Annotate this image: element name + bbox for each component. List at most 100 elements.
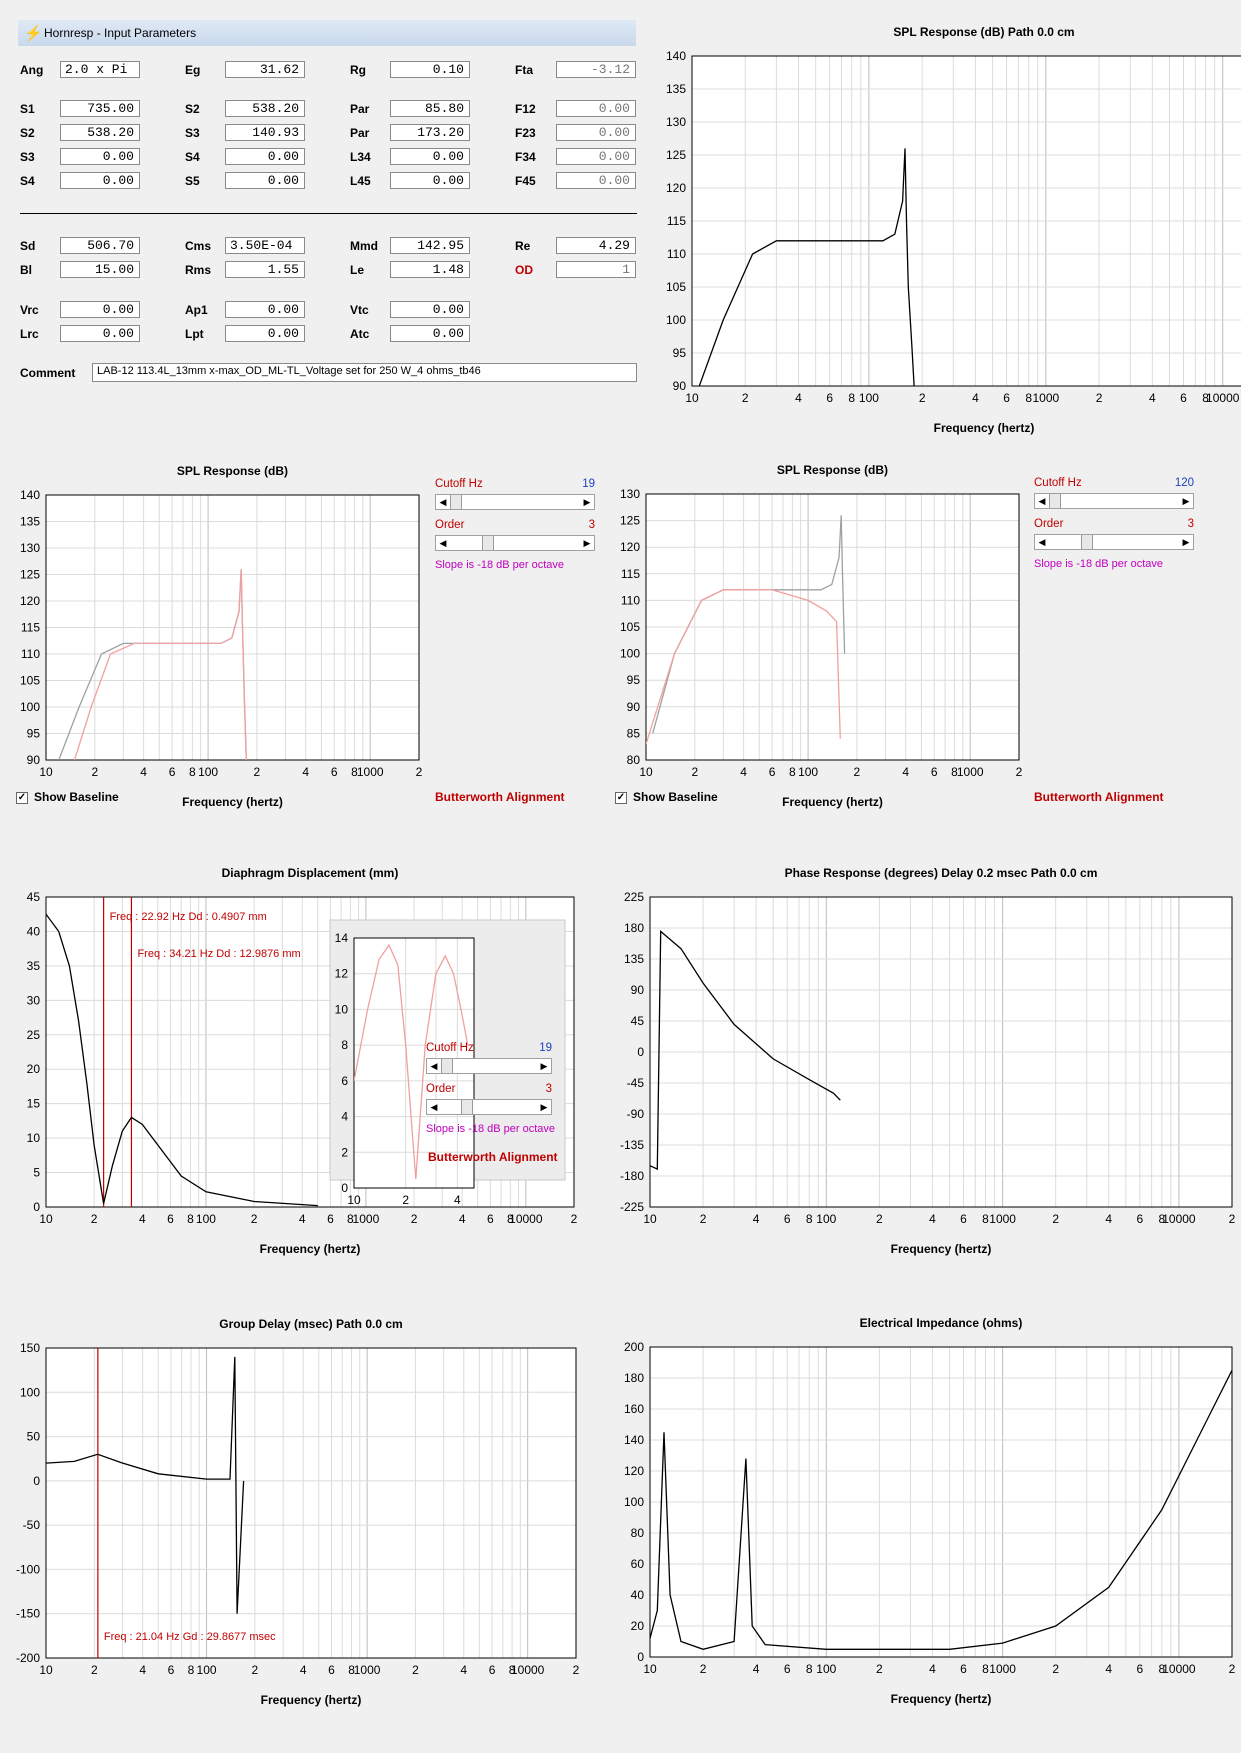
- param-field[interactable]: 0.00: [390, 172, 470, 189]
- param-field[interactable]: 0.00: [60, 172, 140, 189]
- arrow-right-icon[interactable]: ▶: [583, 497, 591, 507]
- x-tick-label: 2: [1052, 1212, 1059, 1226]
- param-field[interactable]: 31.62: [225, 61, 305, 78]
- param-field[interactable]: 1.48: [390, 261, 470, 278]
- show-baseline-checkbox-right[interactable]: ✓ Show Baseline: [615, 790, 718, 804]
- param-field[interactable]: 0.00: [556, 124, 636, 141]
- x-tick-label: 6: [784, 1662, 791, 1676]
- slider-thumb[interactable]: [461, 1100, 473, 1114]
- chart-title: SPL Response (dB): [777, 463, 888, 477]
- arrow-left-icon[interactable]: ◀: [430, 1061, 438, 1071]
- comment-field[interactable]: LAB-12 113.4L_13mm x-max_OD_ML-TL_Voltag…: [92, 363, 637, 382]
- show-baseline-checkbox-left[interactable]: ✓ Show Baseline: [16, 790, 119, 804]
- y-tick-label: 80: [627, 753, 641, 767]
- arrow-right-icon[interactable]: ▶: [540, 1102, 548, 1112]
- x-tick-label: 4: [740, 765, 747, 779]
- y-tick-label: 105: [666, 280, 686, 294]
- x-tick-label: 1000: [357, 765, 384, 779]
- arrow-left-icon[interactable]: ◀: [439, 538, 447, 548]
- slider-thumb[interactable]: [1049, 494, 1061, 508]
- y-tick-label: 10: [27, 1131, 41, 1145]
- x-tick-label: 2: [1016, 765, 1023, 779]
- param-field[interactable]: 4.29: [556, 237, 636, 254]
- param-field[interactable]: 0.00: [390, 301, 470, 318]
- cutoff-slider[interactable]: ◀ ▶: [426, 1058, 552, 1074]
- param-field[interactable]: 0.00: [225, 148, 305, 165]
- y-tick-label: 100: [666, 313, 686, 327]
- y-tick-label: 90: [627, 700, 641, 714]
- arrow-right-icon[interactable]: ▶: [1182, 496, 1190, 506]
- x-axis-label: Frequency (hertz): [261, 1693, 362, 1707]
- window-title: Hornresp - Input Parameters: [44, 26, 197, 40]
- x-tick-label: 8: [806, 1212, 813, 1226]
- cutoff-value: 19: [582, 478, 595, 490]
- y-tick-label: 125: [666, 148, 686, 162]
- x-tick-label: 4: [139, 1663, 146, 1677]
- param-field[interactable]: 0.00: [60, 301, 140, 318]
- param-field[interactable]: 0.00: [225, 325, 305, 342]
- param-label: Rg: [350, 63, 366, 77]
- param-field[interactable]: 140.93: [225, 124, 305, 141]
- param-label: Rms: [185, 263, 212, 277]
- arrow-left-icon[interactable]: ◀: [1038, 496, 1046, 506]
- param-field[interactable]: 142.95: [390, 237, 470, 254]
- order-slider[interactable]: ◀ ▶: [426, 1099, 552, 1115]
- y-tick-label: -225: [620, 1200, 644, 1214]
- param-field[interactable]: 538.20: [60, 124, 140, 141]
- y-tick-label: -150: [16, 1607, 40, 1621]
- param-label: Mmd: [350, 239, 378, 253]
- param-field[interactable]: 1: [556, 261, 636, 278]
- y-tick-label: 120: [620, 540, 640, 554]
- slider-thumb[interactable]: [482, 536, 494, 550]
- param-field[interactable]: 2.0 x Pi: [60, 61, 140, 78]
- param-field[interactable]: 0.00: [556, 100, 636, 117]
- y-tick-label: 130: [666, 115, 686, 129]
- order-slider[interactable]: ◀ ▶: [435, 535, 595, 551]
- arrow-left-icon[interactable]: ◀: [439, 497, 447, 507]
- arrow-right-icon[interactable]: ▶: [583, 538, 591, 548]
- param-field[interactable]: 1.55: [225, 261, 305, 278]
- arrow-right-icon[interactable]: ▶: [540, 1061, 548, 1071]
- param-field[interactable]: 0.00: [225, 301, 305, 318]
- cutoff-label: Cutoff Hz: [435, 478, 483, 490]
- x-tick-label: 2: [1229, 1662, 1236, 1676]
- arrow-right-icon[interactable]: ▶: [1182, 537, 1190, 547]
- param-field[interactable]: 173.20: [390, 124, 470, 141]
- param-field[interactable]: 0.00: [225, 172, 305, 189]
- param-field[interactable]: 85.80: [390, 100, 470, 117]
- chart-title: Electrical Impedance (ohms): [860, 1316, 1023, 1330]
- param-field[interactable]: 538.20: [225, 100, 305, 117]
- param-field[interactable]: 0.00: [556, 172, 636, 189]
- order-slider[interactable]: ◀ ▶: [1034, 534, 1194, 550]
- cutoff-slider[interactable]: ◀ ▶: [435, 494, 595, 510]
- param-label: S4: [185, 150, 200, 164]
- arrow-left-icon[interactable]: ◀: [1038, 537, 1046, 547]
- slider-thumb[interactable]: [450, 495, 462, 509]
- x-tick-label: 10000: [1162, 1662, 1196, 1676]
- slider-thumb[interactable]: [441, 1059, 453, 1073]
- param-field[interactable]: 0.00: [556, 148, 636, 165]
- x-tick-label: 2: [573, 1663, 580, 1677]
- param-field[interactable]: 0.00: [60, 148, 140, 165]
- y-tick-label: 8: [341, 1038, 348, 1052]
- x-tick-label: 2: [91, 1212, 98, 1226]
- y-tick-label: 95: [673, 346, 687, 360]
- param-label: OD: [515, 263, 533, 277]
- x-tick-label: 2: [919, 391, 926, 405]
- param-field[interactable]: 15.00: [60, 261, 140, 278]
- x-tick-label: 8: [1158, 1662, 1165, 1676]
- param-field[interactable]: -3.12: [556, 61, 636, 78]
- cutoff-slider[interactable]: ◀ ▶: [1034, 493, 1194, 509]
- param-field[interactable]: 0.00: [390, 325, 470, 342]
- param-field[interactable]: 506.70: [60, 237, 140, 254]
- param-field[interactable]: 0.10: [390, 61, 470, 78]
- param-field[interactable]: 3.50E-04: [225, 237, 305, 254]
- param-field[interactable]: 0.00: [390, 148, 470, 165]
- param-field[interactable]: 735.00: [60, 100, 140, 117]
- slider-thumb[interactable]: [1081, 535, 1093, 549]
- param-field[interactable]: 0.00: [60, 325, 140, 342]
- arrow-left-icon[interactable]: ◀: [430, 1102, 438, 1112]
- y-tick-label: 180: [624, 921, 644, 935]
- param-label: S3: [185, 126, 200, 140]
